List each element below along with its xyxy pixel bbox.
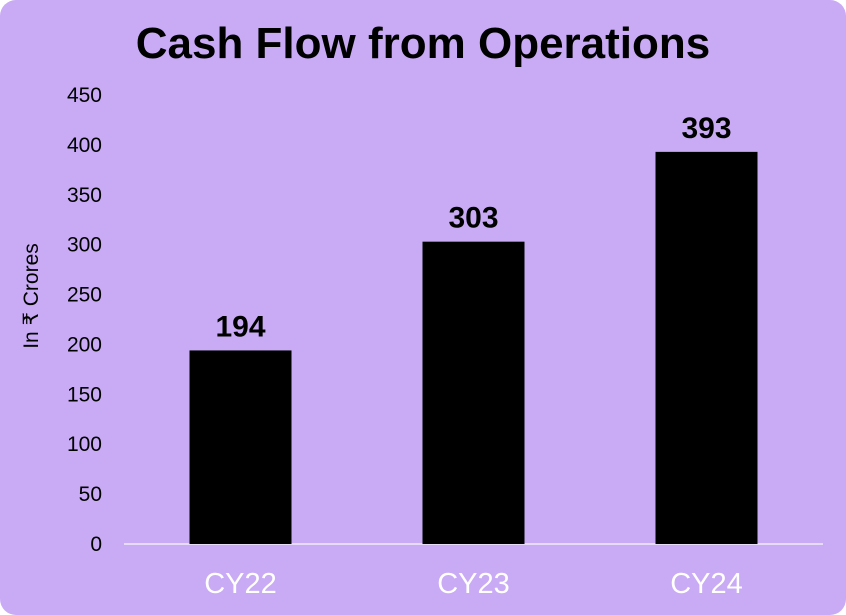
y-tick-label: 200 (67, 333, 102, 356)
data-label-cy23: 303 (448, 202, 498, 235)
y-tick-label: 450 (67, 84, 102, 107)
bars-group (189, 151, 758, 544)
x-category-label: CY22 (204, 568, 277, 600)
bar-cy24 (655, 151, 758, 544)
y-axis-ticks: 0 50 100 150 200 250 300 350 400 450 (67, 84, 102, 556)
y-tick-label: 50 (79, 483, 102, 506)
data-labels: 194 303 393 (215, 112, 731, 344)
bar-cy23 (422, 241, 525, 544)
y-tick-label: 400 (67, 134, 102, 157)
chart-title: Cash Flow from Operations (136, 19, 711, 68)
x-category-label: CY24 (670, 568, 743, 600)
y-tick-label: 150 (67, 383, 102, 406)
y-tick-label: 100 (67, 433, 102, 456)
y-axis-label: In ₹ Crores (20, 243, 43, 349)
x-axis-categories: CY22 CY23 CY24 (204, 568, 743, 600)
data-label-cy24: 393 (681, 112, 731, 145)
y-tick-label: 300 (67, 234, 102, 257)
y-tick-label: 250 (67, 284, 102, 307)
data-label-cy22: 194 (215, 310, 265, 343)
bar-cy22 (189, 350, 292, 544)
y-tick-label: 350 (67, 184, 102, 207)
y-tick-label: 0 (90, 533, 102, 556)
x-category-label: CY23 (437, 568, 510, 600)
